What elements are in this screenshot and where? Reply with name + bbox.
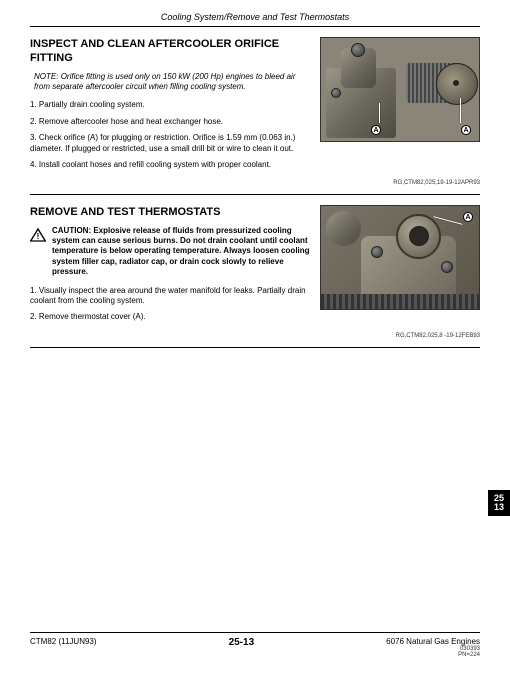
callout-a-left: A (371, 125, 381, 135)
note-label: NOTE: (34, 72, 58, 81)
step-1-1: 1. Partially drain cooling system. (30, 100, 310, 110)
section-text-2: REMOVE AND TEST THERMOSTATS ! CAUTION: E… (30, 205, 310, 328)
footer-right-title: 6076 Natural Gas Engines (386, 637, 480, 646)
caution-text: Explosive release of fluids from pressur… (52, 226, 310, 277)
svg-text:!: ! (37, 232, 40, 241)
content-area: INSPECT AND CLEAN AFTERCOOLER ORIFICE FI… (30, 27, 480, 348)
callout-a-right: A (461, 125, 471, 135)
step-1-3: 3. Check orifice (A) for plugging or res… (30, 133, 310, 154)
step-1-4: 4. Install coolant hoses and refill cool… (30, 160, 310, 170)
caution-box: ! CAUTION: Explosive release of fluids f… (30, 226, 310, 278)
note-1: NOTE: Orifice fitting is used only on 15… (30, 72, 310, 93)
figure-2: A (320, 205, 480, 310)
step-1-2: 2. Remove aftercooler hose and heat exch… (30, 117, 310, 127)
step-2-1: 1. Visually inspect the area around the … (30, 286, 310, 307)
footer-left: CTM82 (11JUN93) (30, 637, 97, 658)
section-aftercooler: INSPECT AND CLEAN AFTERCOOLER ORIFICE FI… (30, 27, 480, 195)
callout-a-2: A (463, 212, 473, 222)
footer-right-sub2: PN=224 (386, 652, 480, 658)
caution-label: CAUTION: (52, 226, 91, 235)
section-title-2: REMOVE AND TEST THERMOSTATS (30, 205, 310, 219)
page-footer: CTM82 (11JUN93) 25-13 6076 Natural Gas E… (30, 632, 480, 658)
note-text: Orifice fitting is used only on 150 kW (… (34, 72, 295, 91)
section-thermostats: REMOVE AND TEST THERMOSTATS ! CAUTION: E… (30, 195, 480, 347)
tab-bottom: 13 (494, 503, 504, 512)
step-2-2: 2. Remove thermostat cover (A). (30, 312, 310, 322)
page-tab: 25 13 (488, 490, 510, 516)
ref-code-2: RG,CTM82,025,8 -19-12FEB93 (30, 333, 480, 339)
footer-page-number: 25-13 (229, 637, 255, 658)
caution-content: CAUTION: Explosive release of fluids fro… (52, 226, 310, 278)
caution-icon: ! (30, 228, 46, 242)
footer-right: 6076 Natural Gas Engines 030393 PN=224 (386, 637, 480, 658)
section-text-1: INSPECT AND CLEAN AFTERCOOLER ORIFICE FI… (30, 37, 310, 176)
ref-code-1: RG,CTM82,025,19-19-12APR93 (30, 180, 480, 186)
section-title-1: INSPECT AND CLEAN AFTERCOOLER ORIFICE FI… (30, 37, 310, 66)
breadcrumb: Cooling System/Remove and Test Thermosta… (161, 12, 349, 22)
figure-1: A A (320, 37, 480, 142)
page-header: Cooling System/Remove and Test Thermosta… (30, 0, 480, 27)
